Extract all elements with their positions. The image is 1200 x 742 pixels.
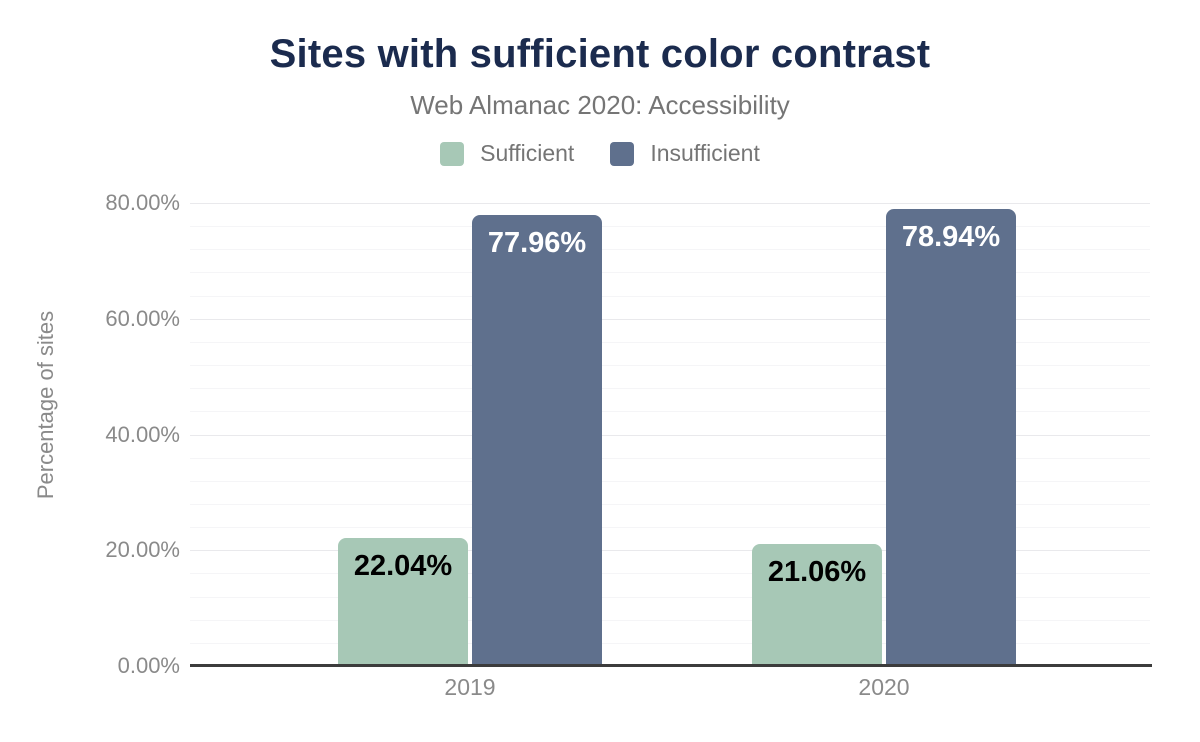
- legend-label-sufficient: Sufficient: [480, 140, 575, 166]
- gridline-minor: [190, 342, 1150, 343]
- chart-subtitle: Web Almanac 2020: Accessibility: [410, 90, 790, 120]
- gridline-minor: [190, 573, 1150, 574]
- gridline-minor: [190, 527, 1150, 528]
- gridline-minor: [190, 481, 1150, 482]
- gridline-minor: [190, 643, 1150, 644]
- gridline-minor: [190, 365, 1150, 366]
- bar-value-label: 78.94%: [901, 221, 1001, 253]
- bar-insufficient-2019: 77.96%: [472, 215, 602, 666]
- legend-swatch-insufficient-icon: [610, 141, 635, 166]
- bar-insufficient-2020: 78.94%: [886, 209, 1016, 666]
- x-tick-label-2019: 2019: [444, 674, 496, 700]
- y-tick-label: 40.00%: [105, 422, 180, 447]
- y-tick-label: 20.00%: [105, 537, 180, 562]
- legend-label-insufficient: Insufficient: [650, 140, 760, 166]
- gridline-minor: [190, 504, 1150, 505]
- legend-item-sufficient: Sufficient: [440, 140, 574, 167]
- bar-sufficient-2019: 22.04%: [338, 538, 468, 666]
- gridline-minor: [190, 411, 1150, 412]
- gridline-minor: [190, 620, 1150, 621]
- bar-value-label: 21.06%: [767, 556, 867, 588]
- legend: Sufficient Insufficient: [0, 140, 1200, 167]
- gridline-major: [190, 550, 1150, 551]
- gridline-major: [190, 203, 1150, 204]
- y-tick-label: 80.00%: [105, 190, 180, 215]
- gridline-minor: [190, 458, 1150, 459]
- gridline-major: [190, 435, 1150, 436]
- bar-value-label: 22.04%: [353, 550, 453, 582]
- gridline-major: [190, 319, 1150, 320]
- legend-swatch-sufficient-icon: [440, 141, 465, 166]
- y-tick-label: 60.00%: [105, 306, 180, 331]
- bar-sufficient-2020: 21.06%: [752, 544, 882, 666]
- gridline-minor: [190, 296, 1150, 297]
- gridline-minor: [190, 226, 1150, 227]
- gridline-minor: [190, 272, 1150, 273]
- chart-title: Sites with sufficient color contrast: [269, 32, 931, 76]
- legend-item-insufficient: Insufficient: [610, 140, 760, 167]
- gridline-minor: [190, 388, 1150, 389]
- gridline-minor: [190, 597, 1150, 598]
- x-tick-label-2020: 2020: [858, 674, 910, 700]
- gridline-minor: [190, 249, 1150, 250]
- y-tick-label: 0.00%: [117, 653, 180, 678]
- bar-value-label: 77.96%: [487, 227, 587, 259]
- y-axis-title: Percentage of sites: [33, 310, 58, 500]
- x-axis-line: [190, 664, 1152, 667]
